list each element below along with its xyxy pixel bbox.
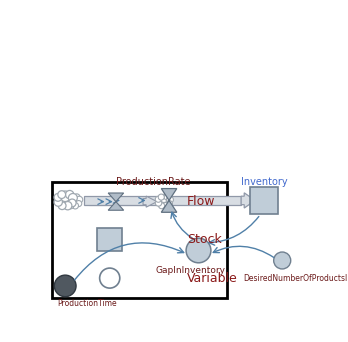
Text: DesiredNumberOfProductsIn: DesiredNumberOfProductsIn — [244, 274, 348, 284]
Bar — [251, 187, 278, 213]
Text: Stock: Stock — [187, 233, 222, 246]
Text: Inventory: Inventory — [241, 176, 288, 187]
Circle shape — [274, 252, 291, 269]
Circle shape — [76, 200, 82, 207]
Bar — [52, 182, 227, 298]
Circle shape — [54, 198, 62, 206]
Circle shape — [158, 194, 164, 200]
Circle shape — [58, 202, 66, 210]
Circle shape — [68, 194, 74, 200]
Text: GapInInventory: GapInInventory — [156, 266, 226, 275]
Circle shape — [68, 203, 74, 209]
FancyArrow shape — [143, 196, 157, 207]
Circle shape — [69, 194, 77, 202]
Circle shape — [100, 268, 120, 288]
Text: Variable: Variable — [187, 272, 238, 285]
Circle shape — [69, 194, 77, 202]
Circle shape — [58, 191, 66, 198]
Bar — [84, 196, 241, 205]
Circle shape — [166, 200, 172, 207]
Circle shape — [60, 191, 71, 201]
Circle shape — [164, 194, 171, 200]
Circle shape — [65, 200, 71, 206]
Polygon shape — [108, 193, 124, 210]
Bar — [97, 228, 122, 251]
Text: ProductionRate: ProductionRate — [116, 176, 191, 187]
Circle shape — [76, 196, 83, 203]
Circle shape — [160, 194, 168, 202]
Polygon shape — [161, 188, 177, 212]
Circle shape — [159, 203, 165, 209]
Circle shape — [163, 202, 169, 209]
Circle shape — [54, 275, 76, 297]
Text: Flow: Flow — [187, 195, 216, 208]
Circle shape — [186, 238, 211, 263]
Circle shape — [65, 190, 74, 199]
Circle shape — [54, 194, 62, 201]
Circle shape — [155, 196, 161, 202]
Circle shape — [155, 200, 162, 206]
Circle shape — [68, 199, 76, 207]
Circle shape — [166, 196, 173, 203]
Bar — [89, 199, 143, 205]
Circle shape — [65, 196, 71, 202]
FancyArrow shape — [241, 193, 255, 208]
Text: ProductionTime: ProductionTime — [57, 299, 117, 308]
Circle shape — [73, 194, 80, 200]
Circle shape — [64, 201, 72, 210]
Circle shape — [72, 202, 79, 209]
